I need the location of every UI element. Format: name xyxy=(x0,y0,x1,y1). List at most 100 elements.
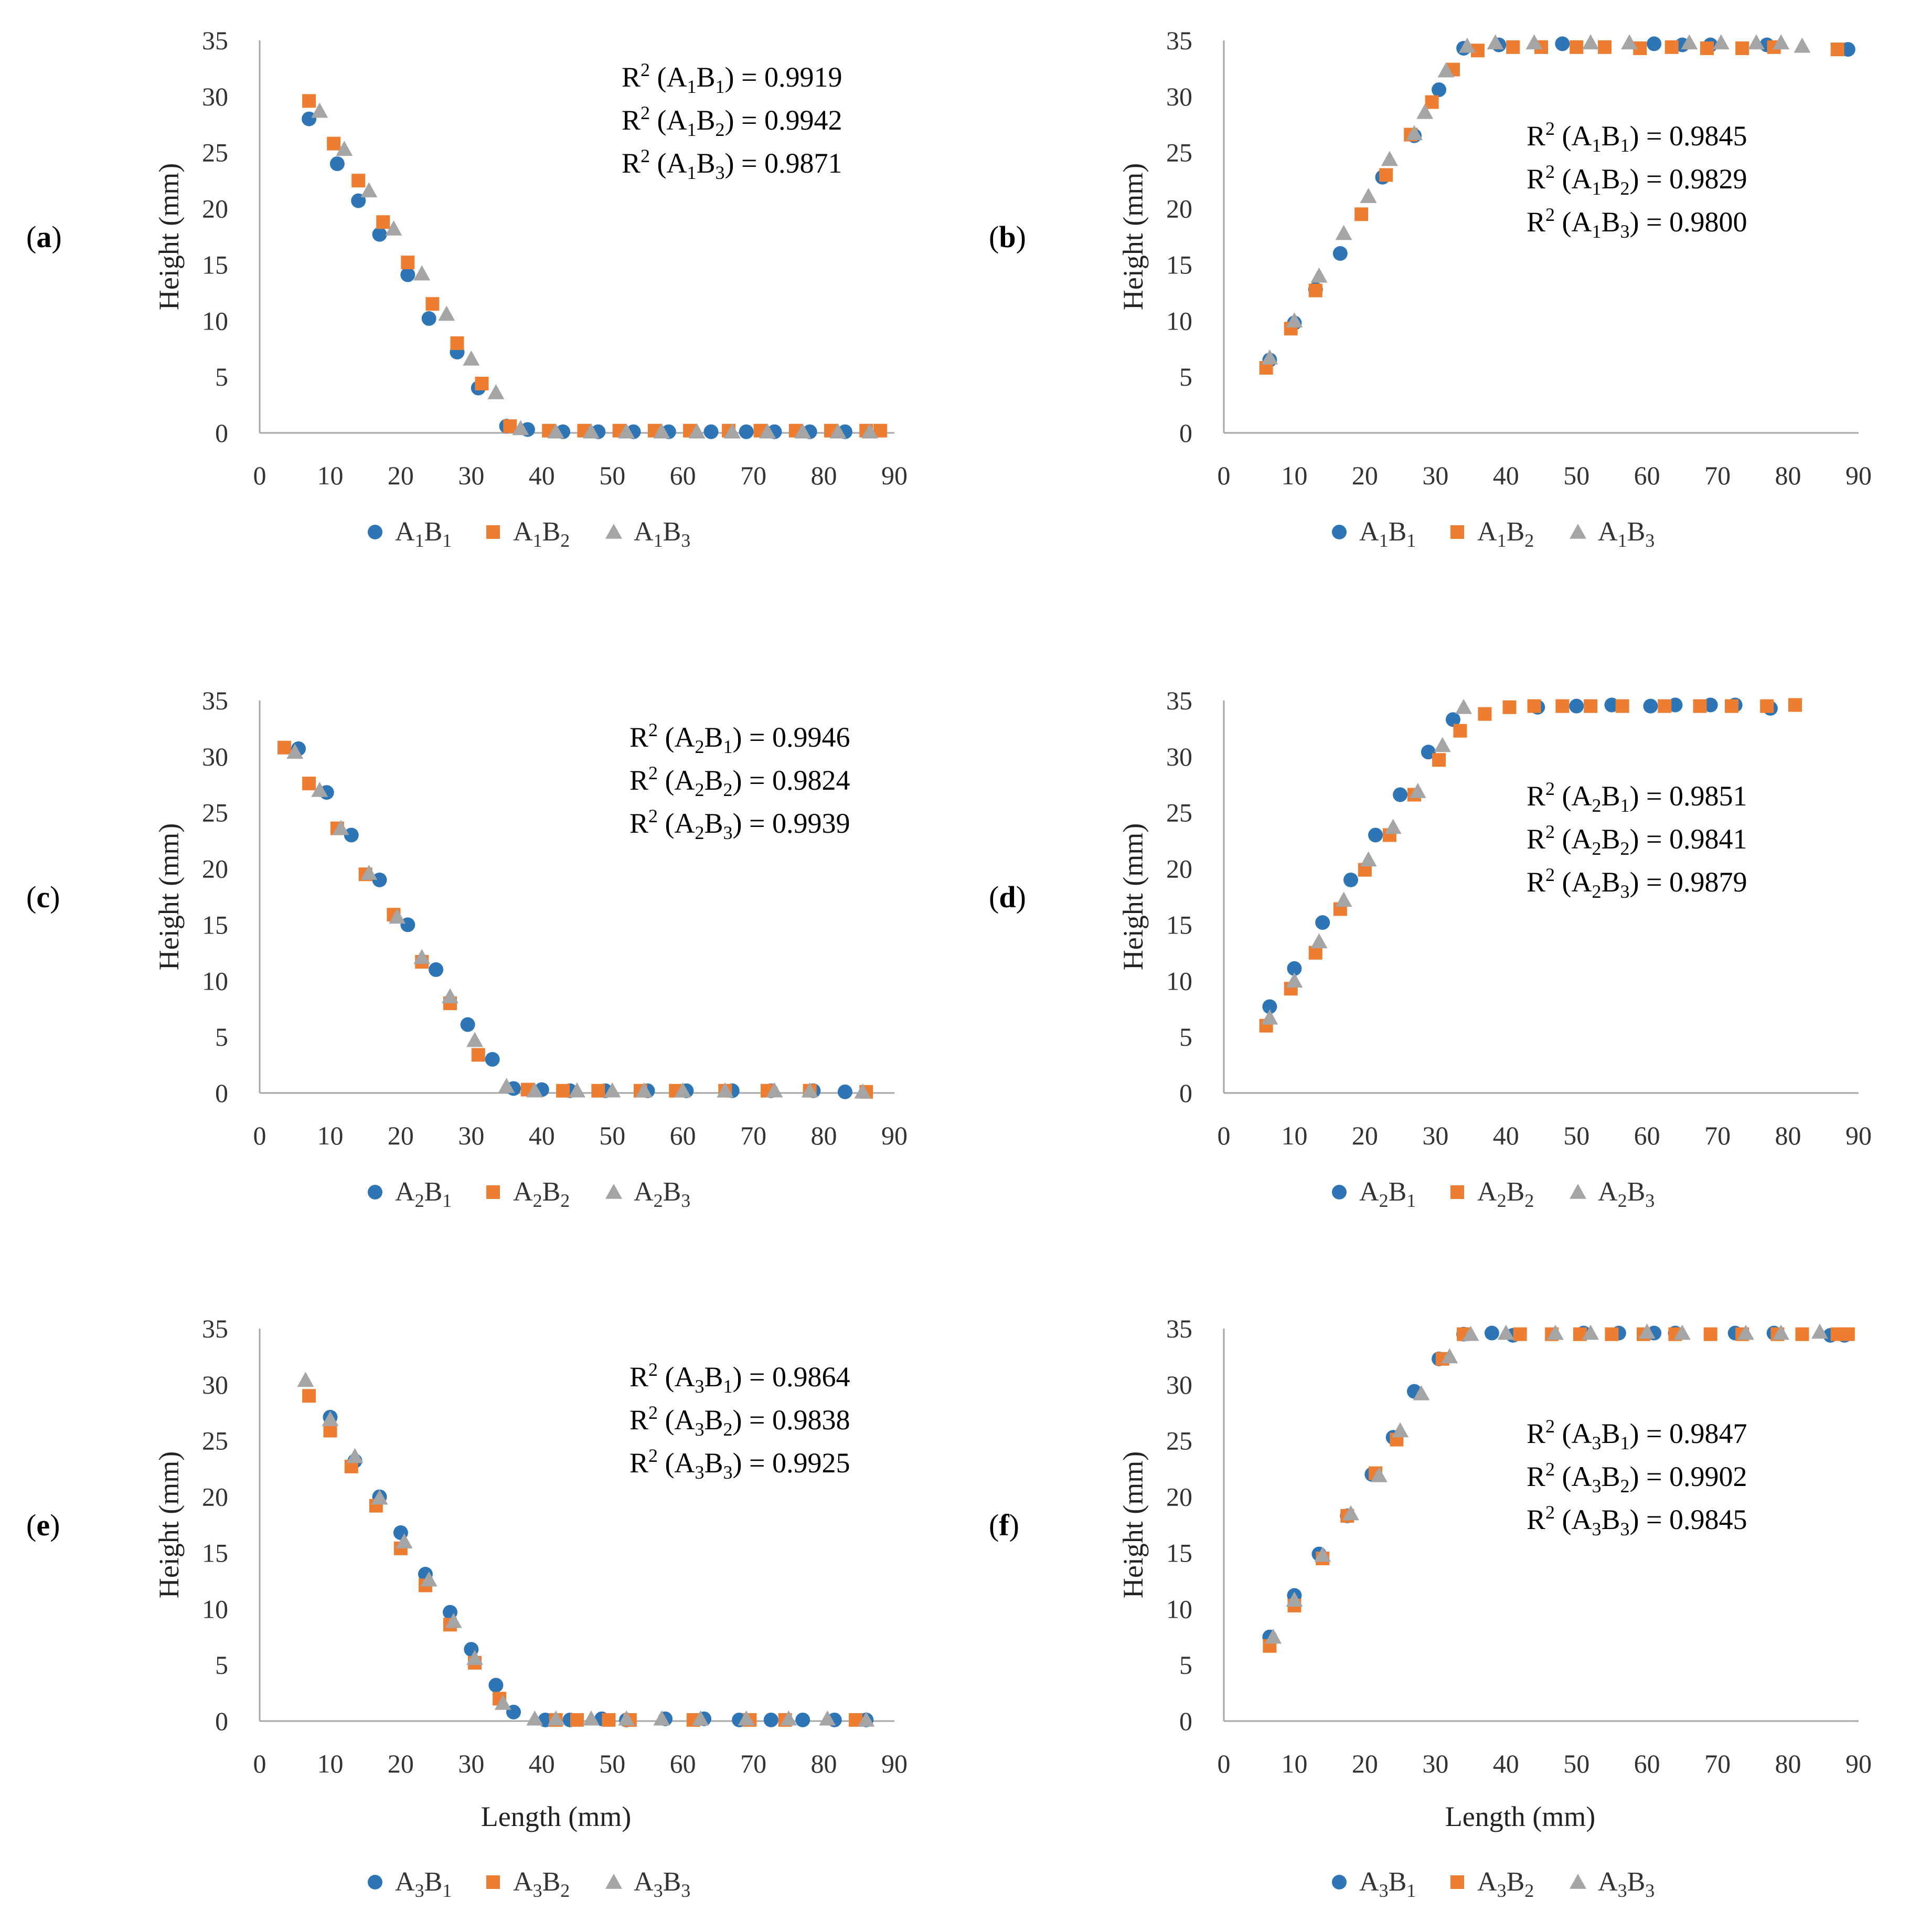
y-axis-title: Height (mm) xyxy=(1117,823,1149,970)
data-point xyxy=(1261,349,1278,365)
y-tick-label: 20 xyxy=(1166,194,1192,224)
panel-label: (a) xyxy=(26,220,62,254)
data-point xyxy=(327,136,341,151)
y-tick-label: 25 xyxy=(202,138,228,167)
data-point xyxy=(1555,36,1570,51)
x-tick-label: 50 xyxy=(599,1749,625,1778)
data-point xyxy=(692,1710,709,1726)
data-point xyxy=(1569,698,1584,714)
legend-item-A1B1[interactable]: A1​B1​ xyxy=(1332,517,1416,551)
data-point xyxy=(311,102,328,118)
r-squared-annotation: R2 (A2​B3​) = 0.9879 xyxy=(1527,864,1747,902)
r-squared-annotation: R2 (A1​B3​) = 0.9800 xyxy=(1527,204,1747,242)
data-point xyxy=(1502,700,1517,714)
chart-panel-f: 0 5 10 15 20 25 30 35 0 10 20 30 40 50 60 70 80 90 Height … xyxy=(989,1314,1872,1901)
legend-item-A3B2[interactable]: A3​B2​ xyxy=(486,1867,570,1901)
data-point xyxy=(858,1711,875,1727)
data-point xyxy=(1437,62,1455,78)
legend-item-A3B3[interactable]: A3​B3​ xyxy=(1570,1867,1655,1901)
data-point xyxy=(1621,34,1638,50)
data-point xyxy=(1647,36,1662,51)
legend-item-A2B3[interactable]: A2​B3​ xyxy=(605,1177,690,1211)
x-tick-label: 60 xyxy=(1634,1121,1660,1150)
legend-item-A3B2[interactable]: A3​B2​ xyxy=(1450,1867,1534,1901)
data-point xyxy=(498,1078,515,1093)
legend-label: A2​B2​ xyxy=(1477,1177,1534,1211)
data-point xyxy=(556,1084,570,1098)
y-axis-title: Height (mm) xyxy=(153,163,185,310)
r-squared-annotation: R2 (A2​B3​) = 0.9939 xyxy=(629,805,850,843)
legend-label: A3​B3​ xyxy=(634,1867,690,1901)
data-point xyxy=(460,1017,475,1032)
data-point xyxy=(1314,1546,1331,1562)
y-tick-label: 10 xyxy=(1166,1594,1192,1623)
data-point xyxy=(1703,1327,1717,1341)
x-tick-label: 20 xyxy=(1352,1749,1378,1778)
r-squared-annotation: R2 (A2​B1​) = 0.9851 xyxy=(1527,778,1747,816)
data-point xyxy=(475,376,489,390)
data-point xyxy=(1406,125,1423,141)
legend-item-A2B2[interactable]: A2​B2​ xyxy=(486,1177,570,1211)
y-tick-label: 30 xyxy=(202,1370,228,1399)
legend-item-A2B2[interactable]: A2​B2​ xyxy=(1450,1177,1534,1211)
y-tick-label: 30 xyxy=(202,82,228,111)
x-tick-label: 80 xyxy=(811,1121,837,1150)
r-squared-annotation: R2 (A3​B3​) = 0.9925 xyxy=(629,1445,850,1483)
data-point xyxy=(1370,1467,1388,1482)
legend-item-A1B1[interactable]: A1​B1​ xyxy=(368,517,452,551)
x-tick-label: 80 xyxy=(1775,1749,1801,1778)
x-tick-label: 60 xyxy=(670,461,696,490)
data-point xyxy=(442,988,458,1004)
x-tick-label: 30 xyxy=(458,1121,484,1150)
data-point xyxy=(1445,712,1460,727)
legend-item-A1B3[interactable]: A1​B3​ xyxy=(1570,517,1655,551)
legend-item-A3B3[interactable]: A3​B3​ xyxy=(605,1867,690,1901)
x-tick-label: 10 xyxy=(1281,461,1307,490)
data-point xyxy=(1286,1591,1303,1607)
data-point xyxy=(766,1082,783,1098)
data-point xyxy=(717,1082,734,1098)
data-point xyxy=(591,1084,605,1098)
chart-panel-c: 0 5 10 15 20 25 30 35 0 10 20 30 40 50 60 70 80 90 Height … xyxy=(26,686,908,1211)
data-point xyxy=(674,1082,691,1098)
y-axis-title: Height (mm) xyxy=(153,823,185,970)
x-tick-label: 90 xyxy=(1845,1749,1872,1778)
square-marker-icon xyxy=(1450,525,1464,539)
legend-item-A1B2[interactable]: A1​B2​ xyxy=(1450,517,1534,551)
x-tick-label: 0 xyxy=(253,461,266,490)
legend-label: A3​B2​ xyxy=(513,1867,570,1901)
data-point xyxy=(1668,697,1683,713)
legend-item-A2B1[interactable]: A2​B1​ xyxy=(1332,1177,1416,1211)
x-tick-label: 30 xyxy=(1422,1749,1448,1778)
legend-label: A2​B3​ xyxy=(634,1177,690,1211)
data-point xyxy=(1335,891,1352,907)
y-tick-label: 15 xyxy=(202,250,228,279)
data-point xyxy=(1760,699,1774,713)
legend-item-A2B3[interactable]: A2​B3​ xyxy=(1570,1177,1655,1211)
y-tick-label: 20 xyxy=(202,854,228,884)
data-point xyxy=(1478,707,1492,721)
data-point xyxy=(1638,1323,1656,1339)
triangle-marker-icon xyxy=(1570,524,1586,539)
r-squared-annotation: R2 (A3​B1​) = 0.9864 xyxy=(629,1359,850,1397)
data-point xyxy=(488,1678,504,1693)
r-squared-annotation: R2 (A1​B3​) = 0.9871 xyxy=(622,145,842,183)
legend-item-A3B1[interactable]: A3​B1​ xyxy=(1332,1867,1416,1901)
y-tick-label: 30 xyxy=(1166,742,1192,771)
data-point xyxy=(1525,34,1543,50)
legend-item-A1B2[interactable]: A1​B2​ xyxy=(486,517,570,551)
legend-item-A3B1[interactable]: A3​B1​ xyxy=(368,1867,452,1901)
r-squared-annotation: R2 (A1​B2​) = 0.9942 xyxy=(622,102,842,140)
legend-item-A1B3[interactable]: A1​B3​ xyxy=(605,517,690,551)
y-tick-label: 35 xyxy=(202,1314,228,1343)
legend-item-A2B1[interactable]: A2​B1​ xyxy=(368,1177,452,1211)
data-point xyxy=(1310,267,1328,283)
data-point xyxy=(471,1048,485,1062)
r-squared-annotation: R2 (A2​B2​) = 0.9841 xyxy=(1527,821,1747,859)
legend-label: A2​B1​ xyxy=(395,1177,452,1211)
data-point xyxy=(1487,34,1504,50)
data-point xyxy=(604,1082,621,1098)
data-point xyxy=(854,1083,871,1099)
y-tick-label: 0 xyxy=(215,418,228,448)
y-tick-label: 0 xyxy=(1179,1078,1192,1108)
